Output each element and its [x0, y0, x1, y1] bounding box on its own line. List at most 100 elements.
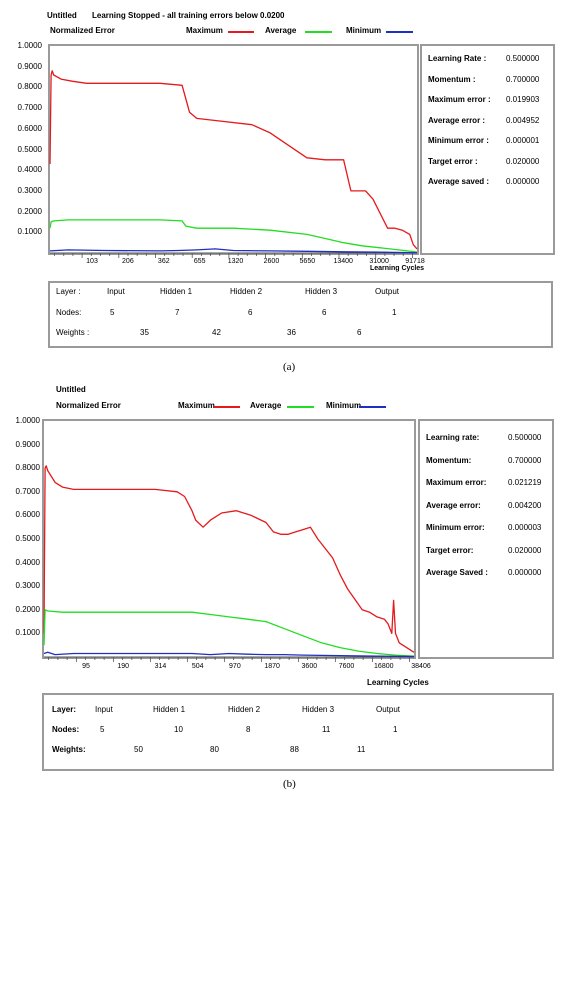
legend-minimum-label: Minimum — [346, 26, 382, 35]
legend-minimum-line — [386, 31, 413, 33]
info-value: 0.000000 — [508, 568, 542, 577]
info-value: 0.021219 — [508, 478, 542, 487]
info-label: Average error : — [428, 115, 486, 125]
x-axis-title: Learning Cycles — [367, 678, 429, 687]
y-tick-label: 1.0000 — [15, 416, 40, 425]
node-count: 1 — [393, 725, 398, 734]
layer-name: Output — [376, 705, 401, 714]
weight-count: 88 — [290, 745, 299, 754]
y-tick-label: 0.4000 — [17, 165, 42, 175]
node-count: 6 — [322, 308, 327, 317]
info-value: 0.019903 — [506, 95, 540, 104]
x-tick-label: 38406 — [411, 663, 431, 670]
status-text: Learning Stopped - all training errors b… — [92, 11, 285, 20]
weight-count: 36 — [287, 328, 296, 337]
layer-info-panel — [48, 281, 553, 348]
info-label: Average saved : — [428, 177, 490, 186]
window-title: Untitled — [47, 11, 77, 20]
x-tick-label: 16800 — [374, 663, 394, 670]
info-label: Learning Rate : — [428, 54, 487, 63]
y-tick-label: 0.2000 — [17, 206, 42, 216]
info-value: 0.020000 — [506, 156, 540, 166]
window-title: Untitled — [56, 385, 86, 394]
x-tick-label: 655 — [193, 258, 206, 265]
legend-average-label: Average — [250, 401, 282, 410]
info-value: 0.000003 — [508, 523, 542, 532]
y-axis-title: Normalized Error — [50, 26, 115, 35]
weights-row-label: Weights: — [52, 745, 86, 754]
layer-name: Hidden 2 — [230, 287, 263, 296]
info-label: Minimum error : — [428, 136, 489, 145]
info-value: 0.700000 — [506, 74, 540, 84]
series-line-average — [43, 609, 415, 657]
node-count: 5 — [110, 308, 115, 317]
y-tick-label: 0.1000 — [17, 227, 42, 237]
x-tick-label: 2600 — [263, 258, 280, 265]
y-tick-label: 0.9000 — [15, 439, 40, 449]
node-count: 10 — [174, 725, 183, 734]
info-value: 0.004952 — [506, 115, 540, 125]
info-value: 0.700000 — [508, 455, 542, 465]
info-label: Minimum error: — [426, 523, 485, 532]
info-label: Target error: — [426, 545, 474, 555]
training-info-panel — [420, 44, 555, 255]
info-value: 0.000000 — [506, 177, 540, 186]
legend-maximum-line — [228, 31, 254, 33]
panel-a: Untitled Learning Stopped - all training… — [0, 0, 573, 380]
y-tick-label: 0.7000 — [15, 486, 40, 496]
node-count: 8 — [246, 725, 251, 734]
y-tick-label: 0.1000 — [15, 628, 40, 638]
weight-count: 6 — [357, 328, 362, 337]
info-value: 0.000001 — [506, 136, 540, 145]
layer-name: Hidden 3 — [305, 287, 338, 296]
x-tick-label: 190 — [117, 663, 130, 670]
series-line-maximum — [43, 465, 415, 653]
x-tick-label: 91718 — [405, 258, 425, 265]
x-tick-label: 95 — [82, 663, 90, 670]
chart-plot — [43, 465, 415, 662]
legend-maximum-line — [214, 406, 240, 408]
layer-name: Hidden 2 — [228, 705, 261, 714]
x-tick-label: 970 — [229, 663, 241, 670]
node-count: 1 — [392, 308, 397, 317]
layer-name: Hidden 1 — [153, 705, 186, 714]
legend-minimum-line — [359, 406, 386, 408]
node-count: 11 — [322, 725, 331, 734]
series-line-minimum — [43, 651, 415, 658]
legend-maximum-label: Maximum — [178, 401, 215, 410]
series-line-average — [49, 219, 418, 253]
info-label: Average error: — [426, 500, 481, 510]
y-tick-label: 0.4000 — [15, 557, 40, 567]
nodes-row-label: Nodes: — [52, 725, 80, 734]
info-label: Maximum error : — [428, 95, 491, 104]
panel-b: Untitled Normalized Error Maximum Averag… — [0, 380, 573, 800]
layer-name: Output — [375, 287, 400, 296]
legend-average-line — [305, 31, 332, 33]
x-tick-label: 103 — [86, 258, 98, 265]
y-tick-label: 0.6000 — [17, 123, 42, 133]
y-tick-label: 0.3000 — [15, 581, 40, 591]
series-line-maximum — [49, 70, 418, 250]
node-count: 5 — [100, 725, 105, 734]
x-tick-label: 13400 — [333, 258, 353, 265]
x-tick-label: 3600 — [301, 663, 318, 670]
x-tick-label: 5650 — [299, 258, 316, 265]
weight-count: 50 — [134, 745, 143, 754]
weight-count: 80 — [210, 745, 219, 754]
info-label: Average Saved : — [426, 568, 488, 577]
nodes-row-label: Nodes: — [56, 308, 82, 317]
layer-info-panel — [42, 693, 554, 771]
info-label: Maximum error: — [426, 478, 487, 487]
x-tick-label: 7600 — [338, 663, 355, 670]
layer-row-label: Layer : — [56, 287, 81, 296]
x-tick-label: 1870 — [264, 663, 280, 670]
layer-name: Input — [107, 287, 125, 296]
chart-plot — [49, 70, 418, 258]
node-count: 6 — [248, 308, 253, 317]
y-tick-label: 0.6000 — [15, 510, 40, 520]
caption: (b) — [283, 778, 296, 790]
training-info-panel — [418, 419, 554, 659]
layer-name: Input — [95, 705, 113, 714]
y-tick-label: 0.5000 — [17, 144, 42, 154]
y-axis-title: Normalized Error — [56, 401, 121, 410]
